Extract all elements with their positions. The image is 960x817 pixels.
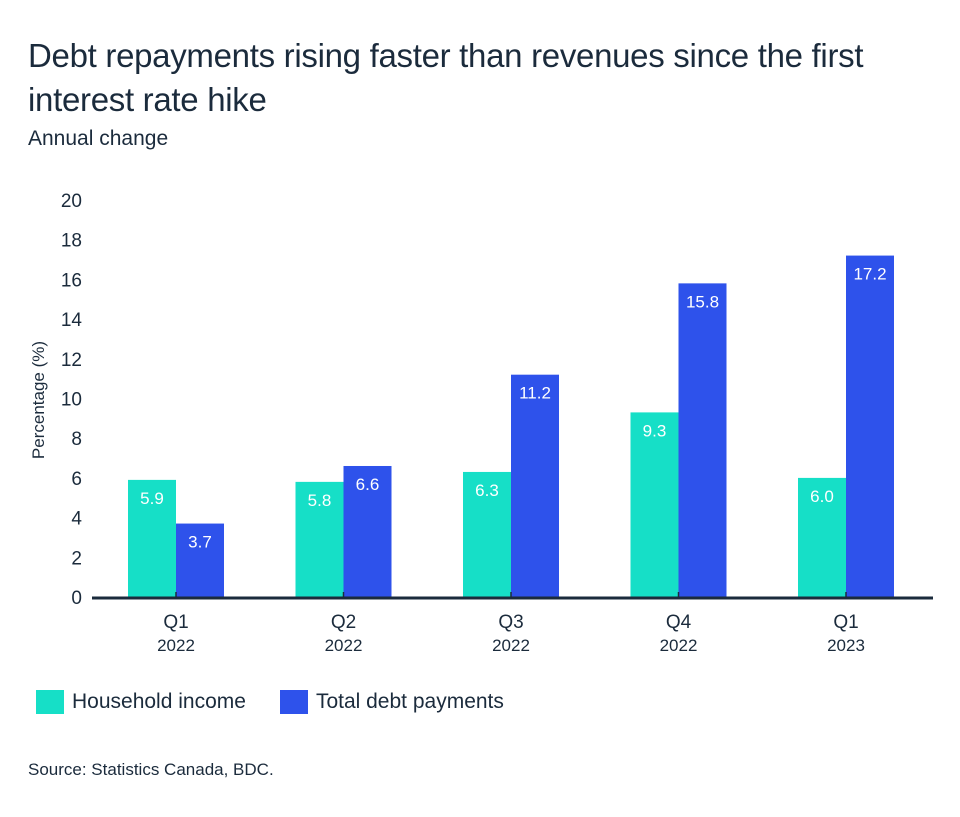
x-tick-label-year: 2023: [827, 636, 865, 655]
legend-item-total-debt-payments: Total debt payments: [279, 690, 504, 714]
legend-label-household-income: Household income: [72, 690, 246, 713]
bar-household-income: [630, 412, 679, 597]
y-tick-label: 16: [61, 270, 82, 291]
legend-swatch-household-income: [36, 690, 64, 714]
x-tick-label-quarter: Q1: [833, 612, 858, 633]
bar-value-label: 3.7: [188, 533, 212, 552]
y-tick-label: 2: [71, 548, 82, 569]
chart-subtitle: Annual change: [28, 127, 169, 150]
bar-value-label: 15.8: [686, 292, 719, 311]
legend-label-total-debt-payments: Total debt payments: [315, 690, 504, 713]
y-tick-label: 12: [61, 350, 82, 371]
x-tick-label-quarter: Q4: [666, 612, 692, 633]
bar-household-income: [798, 477, 846, 597]
x-tick-label-quarter: Q3: [498, 612, 523, 633]
bar-value-label: 6.6: [356, 475, 380, 494]
y-axis-ticks: 0 2 4 6 8 10 12 14 16 18 20: [61, 191, 83, 609]
source-note: Source: Statistics Canada, BDC.: [28, 760, 274, 779]
bars: 5.9 3.7 5.8 6.6 6.3 11.2 9.3 15.8 6.0 17.2: [128, 255, 894, 597]
bar-total-debt-payments: [846, 255, 894, 597]
bar-household-income: [128, 479, 176, 597]
bar-total-debt-payments: [343, 465, 392, 597]
bar-value-label: 17.2: [853, 265, 886, 284]
y-tick-label: 6: [71, 469, 82, 490]
y-axis-label: Percentage (%): [29, 341, 48, 459]
x-tick-label-quarter: Q2: [331, 612, 356, 633]
x-tick-label-year: 2022: [492, 636, 530, 655]
legend: Household income Total debt payments: [36, 690, 538, 714]
bar-value-label: 6.3: [475, 481, 499, 500]
y-tick-label: 10: [61, 390, 82, 411]
y-tick-label: 0: [71, 588, 82, 609]
bar-value-label: 9.3: [643, 421, 667, 440]
y-tick-label: 18: [61, 231, 82, 252]
y-tick-label: 20: [61, 191, 82, 212]
bar-value-label: 5.9: [140, 489, 164, 508]
bar-total-debt-payments: [511, 374, 559, 597]
x-axis-ticks: Q1 2022 Q2 2022 Q3 2022 Q4 2022 Q1 2023: [157, 592, 865, 655]
bar-total-debt-payments: [176, 523, 224, 597]
bar-household-income: [463, 471, 511, 597]
y-tick-label: 14: [61, 310, 83, 331]
bar-household-income: [295, 481, 344, 597]
bar-value-label: 6.0: [810, 487, 834, 506]
y-tick-label: 8: [71, 429, 82, 450]
legend-item-household-income: Household income: [36, 690, 246, 714]
bar-value-label: 5.8: [308, 491, 332, 510]
bar-total-debt-payments: [678, 283, 727, 597]
x-tick-label-year: 2022: [325, 636, 363, 655]
x-tick-label-quarter: Q1: [163, 612, 188, 633]
x-tick-label-year: 2022: [157, 636, 195, 655]
chart-title: Debt repayments rising faster than reven…: [28, 37, 864, 118]
x-tick-label-year: 2022: [660, 636, 698, 655]
bar-value-label: 11.2: [519, 384, 551, 403]
y-tick-label: 4: [71, 509, 82, 530]
legend-swatch-total-debt-payments: [279, 690, 308, 714]
